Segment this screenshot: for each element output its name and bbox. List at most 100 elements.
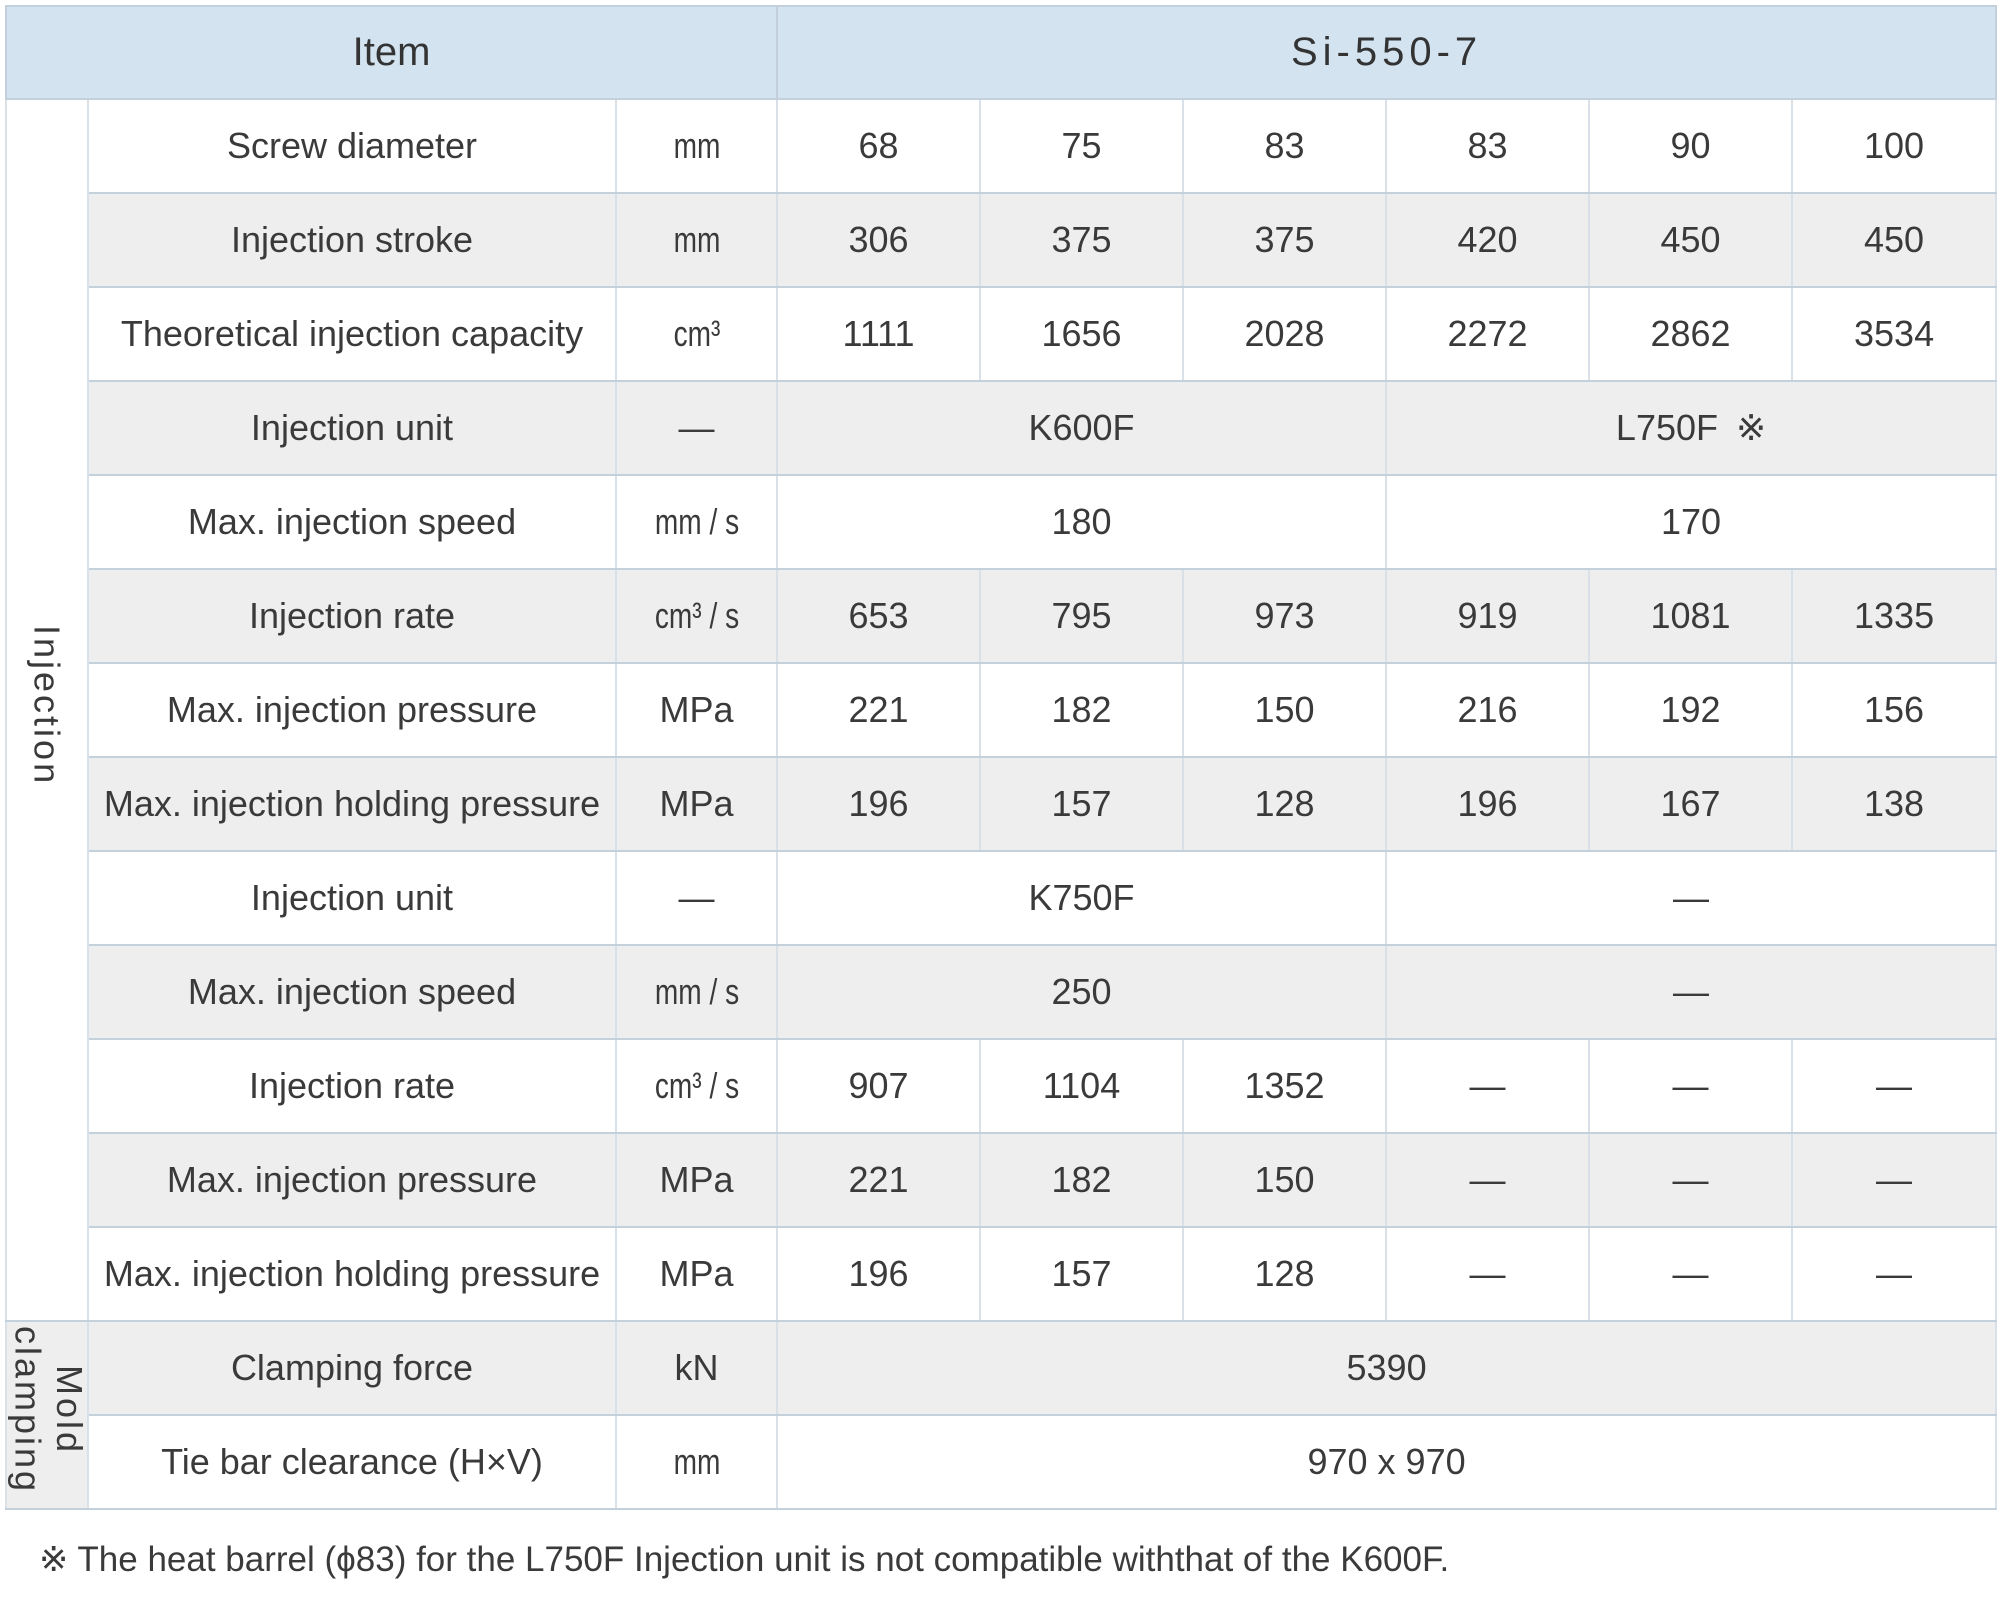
value-cell: 182 (979, 1132, 1185, 1228)
value-cell: — (1385, 850, 1998, 946)
value-cell: 5390 (776, 1320, 1998, 1416)
unit-text: MPa (659, 1253, 734, 1294)
value-cell: 3534 (1791, 286, 1998, 382)
value-cell: — (1588, 1038, 1794, 1134)
value-cell: K600F (776, 380, 1388, 476)
value-cell: 375 (1182, 192, 1388, 288)
unit-cell: kN (614, 1320, 779, 1416)
value-cell: 653 (776, 568, 982, 664)
table-row: Injection unit — K600F L750F ※ (6, 380, 1998, 476)
value-cell: — (1385, 1132, 1591, 1228)
unit-cell: mm / s (614, 944, 779, 1040)
value-cell: 973 (1182, 568, 1388, 664)
unit-cell: cm³ (614, 286, 779, 382)
unit-text: MPa (659, 689, 734, 730)
value-cell: 138 (1791, 756, 1998, 852)
value-cell: 157 (979, 756, 1185, 852)
value-cell: 1335 (1791, 568, 1998, 664)
value-cell: 196 (776, 1226, 982, 1322)
value-cell: 128 (1182, 756, 1388, 852)
unit-text: MPa (659, 783, 734, 824)
table-row: Injection rate cm³ / s 653 795 973 919 1081 133… (6, 568, 1998, 664)
value-cell: 216 (1385, 662, 1591, 758)
unit-cell: cm³ / s (614, 1038, 779, 1134)
unit-text: mm (673, 1441, 720, 1482)
unit-text: MPa (659, 1159, 734, 1200)
value-cell: 1104 (979, 1038, 1185, 1134)
spec-table-body: Injection Screw diameter mm 68 75 83 83 90 100 In… (5, 98, 1998, 1510)
value-cell: 250 (776, 944, 1388, 1040)
value-cell: 2028 (1182, 286, 1388, 382)
unit-text: mm / s (654, 501, 739, 542)
item-cell: Max. injection speed (87, 474, 617, 570)
table-row: Injection Screw diameter mm 68 75 83 83 90 100 (5, 98, 1998, 1322)
unit-cell: MPa (614, 756, 779, 852)
value-cell: 221 (776, 662, 982, 758)
value-cell: 192 (1588, 662, 1794, 758)
value-cell: 907 (776, 1038, 982, 1134)
value-cell: — (1791, 1132, 1998, 1228)
unit-cell: mm (614, 192, 779, 288)
value-cell: — (1588, 1226, 1794, 1322)
value-cell: 167 (1588, 756, 1794, 852)
item-cell: Screw diameter (87, 98, 617, 194)
value-cell: L750F ※ (1385, 380, 1998, 476)
item-cell: Max. injection pressure (87, 1132, 617, 1228)
unit-text: cm³ / s (654, 595, 739, 636)
value-cell: 306 (776, 192, 982, 288)
unit-text: kN (674, 1347, 719, 1388)
value-cell: 2862 (1588, 286, 1794, 382)
unit-cell: — (614, 850, 779, 946)
value-cell: 150 (1182, 662, 1388, 758)
value-cell: 180 (776, 474, 1388, 570)
value-cell: K750F (776, 850, 1388, 946)
unit-text: mm (673, 125, 720, 166)
item-cell: Injection rate (87, 568, 617, 664)
item-cell: Injection unit (87, 380, 617, 476)
item-column-header: Item (4, 5, 779, 100)
item-cell: Theoretical injection capacity (87, 286, 617, 382)
value-cell: 75 (979, 98, 1185, 194)
value-cell: 450 (1791, 192, 1998, 288)
section-label-mold-clamping: Mold clamping (5, 1320, 89, 1510)
unit-cell: cm³ / s (614, 568, 779, 664)
value-cell: 970 x 970 (776, 1414, 1998, 1510)
unit-text: cm³ / s (654, 1065, 739, 1106)
spec-table-head: Item Si-550-7 (4, 5, 1998, 100)
value-cell: — (1385, 1226, 1591, 1322)
item-cell: Max. injection holding pressure (87, 756, 617, 852)
value-cell: — (1588, 1132, 1794, 1228)
item-cell: Injection rate (87, 1038, 617, 1134)
item-cell: Max. injection holding pressure (87, 1226, 617, 1322)
unit-cell: — (614, 380, 779, 476)
table-row: Max. injection speed mm / s 180 170 (6, 474, 1998, 570)
unit-text: cm³ (673, 313, 720, 354)
table-row: Theoretical injection capacity cm³ 1111 165… (6, 286, 1998, 382)
section-label-text: Mold clamping (7, 1326, 88, 1495)
value-cell: 90 (1588, 98, 1794, 194)
unit-cell: MPa (614, 1132, 779, 1228)
value-cell: 1656 (979, 286, 1185, 382)
item-cell: Injection unit (87, 850, 617, 946)
unit-cell: mm / s (614, 474, 779, 570)
table-row: Max. injection pressure MPa 221 182 150 216 19… (6, 662, 1998, 758)
table-row: Max. injection holding pressure MPa 196 157… (6, 1226, 1998, 1322)
value-cell: 795 (979, 568, 1185, 664)
value-cell: 150 (1182, 1132, 1388, 1228)
table-row: Max. injection holding pressure MPa 196 157… (6, 756, 1998, 852)
value-cell: 196 (1385, 756, 1591, 852)
value-cell: 1081 (1588, 568, 1794, 664)
unit-text: mm (673, 219, 720, 260)
item-cell: Tie bar clearance (H×V) (87, 1414, 617, 1510)
table-row: Mold clamping Clamping force kN 5390 (5, 1320, 1998, 1510)
table-row: Tie bar clearance (H×V) mm 970 x 970 (6, 1414, 1998, 1510)
value-cell: 2272 (1385, 286, 1591, 382)
value-cell: 128 (1182, 1226, 1388, 1322)
model-column-header: Si-550-7 (776, 5, 1998, 100)
value-cell: 83 (1182, 98, 1388, 194)
value-cell: 157 (979, 1226, 1185, 1322)
header-row: Item Si-550-7 (4, 5, 1998, 100)
unit-text: — (678, 407, 715, 448)
table-row: Max. injection speed mm / s 250— (6, 944, 1998, 1040)
unit-cell: MPa (614, 1226, 779, 1322)
